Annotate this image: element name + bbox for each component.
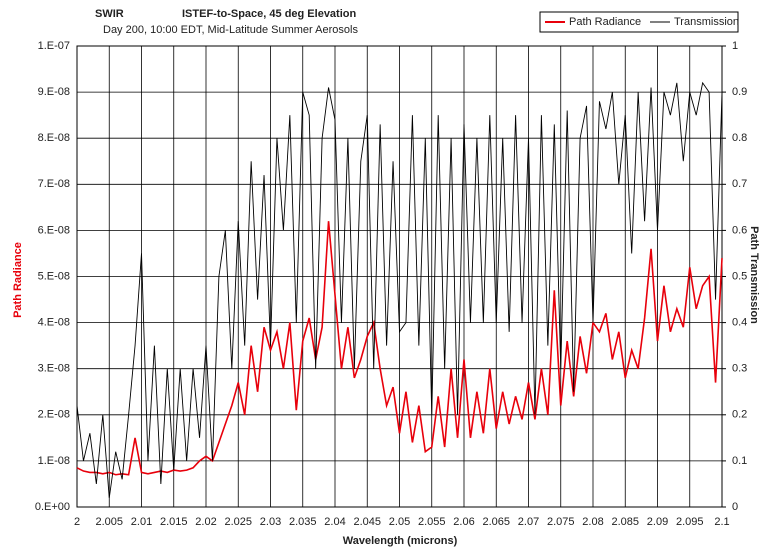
y-tick-label: 4.E-08 (38, 317, 70, 329)
x-tick-label: 2.05 (389, 516, 410, 528)
x-tick-label: 2.015 (160, 516, 188, 528)
y2-tick-label: 0.2 (732, 409, 747, 421)
x-tick-label: 2.025 (224, 516, 252, 528)
chart-title-2: ISTEF-to-Space, 45 deg Elevation (182, 8, 356, 20)
y2-tick-label: 0 (732, 501, 738, 513)
y-tick-label: 0.E+00 (35, 501, 70, 513)
x-tick-label: 2.055 (418, 516, 446, 528)
series-line (76, 81, 723, 498)
y-axis-label: Path Radiance (12, 242, 24, 318)
x-tick-label: 2.04 (324, 516, 345, 528)
x-tick-label: 2.01 (131, 516, 152, 528)
y-tick-label: 6.E-08 (38, 224, 70, 236)
y2-tick-label: 0.6 (732, 224, 747, 236)
x-tick-label: 2.07 (518, 516, 539, 528)
y-tick-label: 2.E-08 (38, 409, 70, 421)
chart-title: SWIR (95, 8, 124, 20)
y-tick-label: 9.E-08 (38, 86, 70, 98)
legend-box (539, 11, 739, 33)
x-tick-label: 2.1 (714, 516, 729, 528)
x-tick-label: 2 (74, 516, 80, 528)
y2-tick-label: 0.1 (732, 455, 747, 467)
y2-tick-label: 0.9 (732, 86, 747, 98)
x-tick-label: 2.065 (482, 516, 510, 528)
y2-tick-label: 0.4 (732, 317, 747, 329)
y2-tick-label: 0.8 (732, 132, 747, 144)
x-tick-label: 2.09 (647, 516, 668, 528)
x-tick-label: 2.08 (582, 516, 603, 528)
series-line (76, 221, 723, 476)
x-tick-label: 2.095 (676, 516, 704, 528)
y-tick-label: 8.E-08 (38, 132, 70, 144)
x-tick-label: 2.035 (289, 516, 317, 528)
y-tick-label: 3.E-08 (38, 363, 70, 375)
x-tick-label: 2.045 (353, 516, 381, 528)
legend-label: Transmission (674, 16, 739, 28)
y-tick-label: 7.E-08 (38, 178, 70, 190)
x-tick-label: 2.02 (195, 516, 216, 528)
x-tick-label: 2.06 (453, 516, 474, 528)
y2-tick-label: 0.7 (732, 178, 747, 190)
y2-tick-label: 0.3 (732, 363, 747, 375)
plot-frame (76, 45, 723, 508)
y-tick-label: 1.E-07 (38, 40, 70, 52)
y2-tick-label: 0.5 (732, 270, 747, 282)
y2-axis-label: Path Transmission (748, 226, 760, 324)
y-tick-label: 1.E-08 (38, 455, 70, 467)
legend-label: Path Radiance (569, 16, 641, 28)
x-tick-label: 2.075 (547, 516, 575, 528)
chart-subtitle: Day 200, 10:00 EDT, Mid-Latitude Summer … (103, 24, 358, 36)
x-axis-label: Wavelength (microns) (343, 535, 458, 547)
y2-tick-label: 1 (732, 40, 738, 52)
x-tick-label: 2.085 (611, 516, 639, 528)
x-tick-label: 2.03 (260, 516, 281, 528)
y-tick-label: 5.E-08 (38, 270, 70, 282)
x-tick-label: 2.005 (95, 516, 123, 528)
